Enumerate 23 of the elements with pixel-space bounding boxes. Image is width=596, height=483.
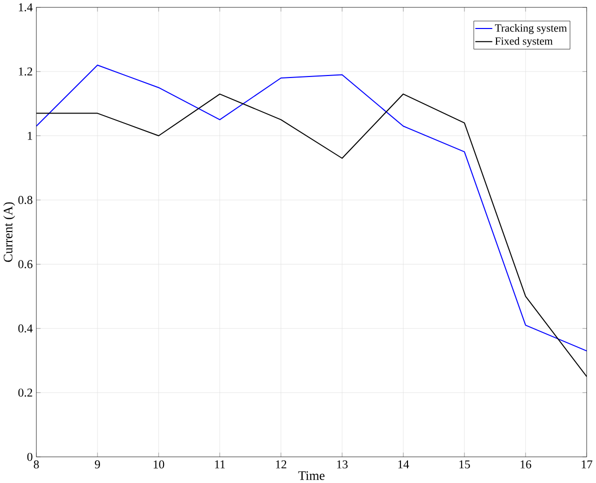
y-axis-title: Current (A)	[3, 202, 16, 262]
line-series	[36, 64, 587, 352]
legend-label: Tracking system	[494, 24, 567, 34]
y-tick-label: 0.8	[18, 196, 32, 204]
x-tick-label: 14	[398, 460, 410, 468]
x-tick-label: 8	[34, 460, 39, 468]
y-tick-label: 1	[28, 132, 32, 140]
x-tick-label: 16	[520, 460, 532, 468]
y-tick-label: 1.2	[18, 67, 32, 76]
x-tick-label: 10	[154, 460, 164, 468]
x-axis-title: Time	[298, 471, 325, 480]
y-tick-label: 0.4	[18, 324, 33, 332]
y-tick-label: 0	[27, 452, 32, 461]
x-tick-label: 17	[582, 460, 592, 468]
x-tick-label: 15	[459, 460, 470, 468]
x-tick-label: 12	[276, 460, 286, 468]
x-tick-label: 13	[337, 460, 348, 468]
y-tick-label: 1.4	[18, 3, 33, 12]
x-tick-label: 9	[94, 460, 100, 468]
y-tick-label: 0.6	[18, 260, 32, 268]
legend-label: Fixed system	[495, 36, 553, 47]
y-tick-label: 0.2	[18, 388, 32, 397]
x-tick-label: 11	[215, 460, 225, 468]
